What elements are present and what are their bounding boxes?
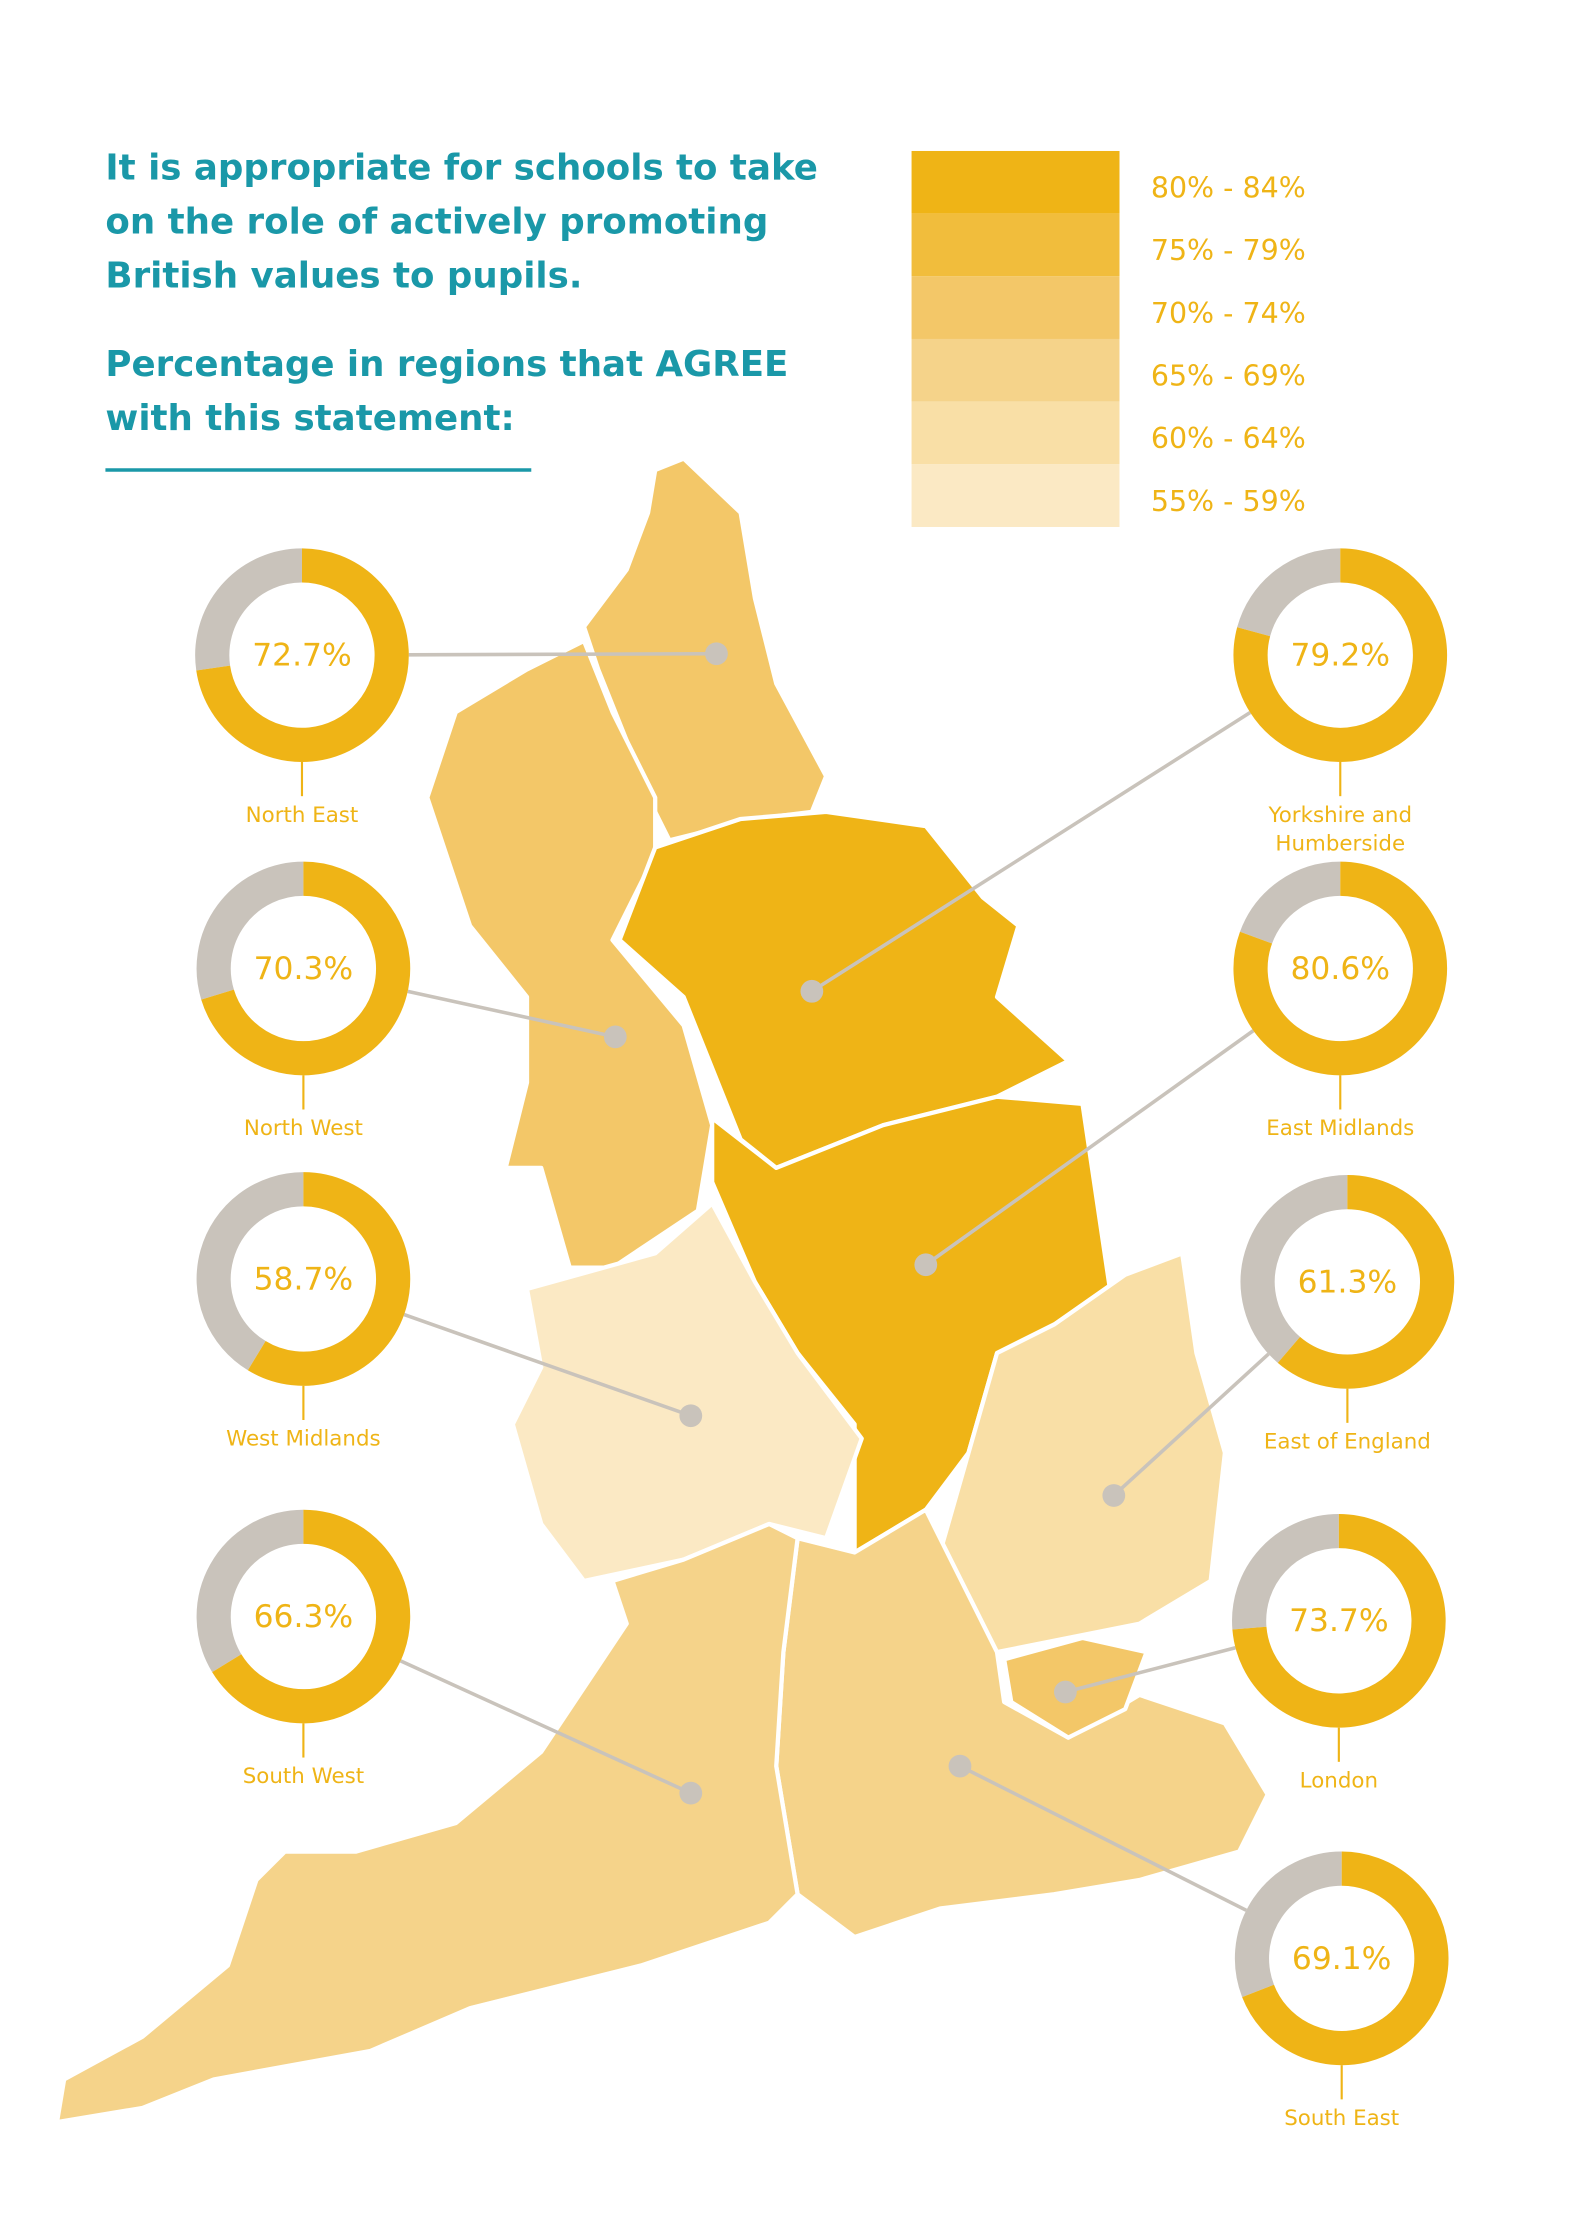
map-dot	[679, 1404, 703, 1428]
category-box: West Midlands	[226, 1425, 381, 1452]
donut-label: 66.3%	[254, 1599, 354, 1635]
legend-label: 55% - 59%	[1151, 485, 1306, 518]
donut-value	[1242, 1851, 1449, 2066]
legend-label: 65% - 69%	[1151, 359, 1306, 392]
category-label: East Midlands	[1266, 1115, 1415, 1141]
category-label: West Midlands	[226, 1425, 381, 1452]
category-label: South West	[242, 1763, 365, 1789]
donut-remainder	[1234, 1851, 1343, 1998]
legend-swatch	[911, 213, 1120, 277]
donut-value	[1233, 861, 1448, 1076]
donut-label: 70.3%	[254, 951, 354, 987]
donut-value	[1277, 1175, 1455, 1389]
connector	[1112, 1352, 1270, 1497]
category-label: East of England	[1263, 1428, 1431, 1455]
category-label: South East	[1284, 2105, 1400, 2131]
category-box: South East	[1284, 2105, 1400, 2131]
legend-label: 60% - 64%	[1151, 422, 1306, 455]
donut-remainder	[1239, 861, 1341, 945]
chart-title: It is appropriate for schools to take on…	[105, 146, 818, 297]
donut-value	[1232, 1514, 1446, 1728]
map-dot	[603, 1025, 627, 1049]
donut-value	[247, 1172, 411, 1386]
title-box: It is appropriate for schools to take on…	[105, 146, 818, 297]
category-box: North East	[245, 801, 359, 828]
map-dot	[679, 1781, 703, 1805]
connector	[810, 710, 1252, 993]
connector	[408, 651, 717, 657]
donut-label: 72.7%	[252, 638, 352, 674]
donut-value	[196, 548, 409, 762]
donut-remainder	[196, 1509, 304, 1673]
donut-value	[212, 1509, 411, 1724]
connector	[1064, 1646, 1236, 1694]
connector	[399, 1659, 692, 1795]
legend-label: 70% - 74%	[1151, 297, 1306, 330]
category-label: North West	[243, 1115, 363, 1141]
chart-subtitle: Percentage in regions that AGREE with th…	[105, 343, 789, 439]
donut-label: 73.7%	[1289, 1603, 1389, 1639]
category-label: London	[1299, 1767, 1378, 1794]
category-box: South West	[242, 1763, 365, 1789]
category-box: East Midlands	[1266, 1115, 1415, 1141]
legend-swatch	[911, 464, 1120, 527]
connector	[407, 989, 616, 1039]
legend-label: 80% - 84%	[1151, 171, 1306, 204]
legend-label: 75% - 79%	[1151, 234, 1306, 267]
connector	[959, 1764, 1248, 1912]
map	[54, 456, 1270, 2125]
donut-label: 79.2%	[1291, 638, 1391, 674]
legend-swatch	[911, 401, 1120, 465]
donut-label: 80.6%	[1291, 951, 1391, 987]
category-label: Yorkshire and Humberside	[1268, 801, 1413, 856]
donut-remainder	[196, 861, 304, 1000]
region-south-west	[54, 1521, 800, 2125]
map-dot	[948, 1754, 972, 1778]
connector	[924, 1029, 1255, 1267]
map-dot	[800, 979, 824, 1003]
donut-remainder	[1240, 1175, 1348, 1363]
donut-remainder	[195, 548, 303, 671]
donut-label: 61.3%	[1298, 1264, 1398, 1300]
donut-label: 69.1%	[1292, 1941, 1392, 1977]
map-dot	[1053, 1680, 1077, 1704]
category-box: East of England	[1263, 1428, 1431, 1455]
map-dot	[914, 1253, 938, 1277]
map-dot	[1102, 1484, 1126, 1507]
donut-remainder	[196, 1172, 304, 1371]
donut-remainder	[1232, 1514, 1340, 1630]
category-label: North East	[245, 801, 359, 828]
donut-value	[201, 861, 411, 1076]
donut-remainder	[1237, 548, 1341, 637]
connector	[403, 1312, 692, 1418]
category-box: North West	[243, 1115, 363, 1141]
donut-value	[1233, 548, 1448, 762]
donut-label: 58.7%	[254, 1261, 354, 1297]
subtitle-box: Percentage in regions that AGREE with th…	[105, 343, 789, 439]
map-dot	[705, 642, 728, 666]
legend-swatch	[911, 276, 1120, 339]
category-box: Yorkshire and Humberside	[1268, 801, 1413, 856]
category-box: London	[1299, 1767, 1378, 1794]
legend-swatch	[911, 150, 1120, 214]
region-west-midlands	[510, 1201, 864, 1584]
legend-swatch	[911, 338, 1120, 402]
